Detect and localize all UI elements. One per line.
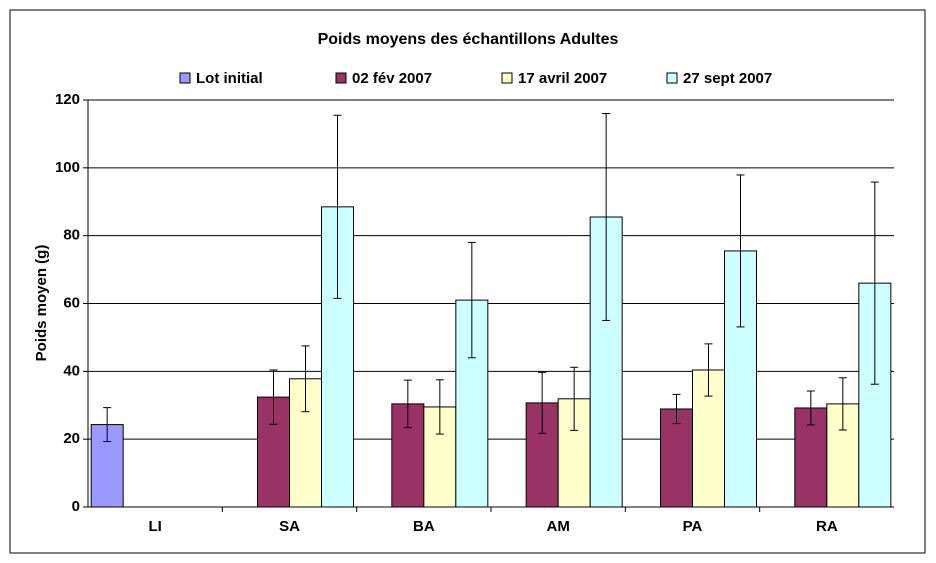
- legend-label: Lot initial: [196, 70, 263, 87]
- y-tick-label: 0: [72, 498, 80, 515]
- x-tick-label: AM: [547, 518, 570, 535]
- error-bar: [538, 371, 547, 434]
- legend-swatch: [335, 72, 347, 84]
- y-axis-label: Poids moyen (g): [33, 245, 50, 362]
- error-bar: [704, 343, 713, 397]
- y-tick-label: 40: [63, 362, 80, 379]
- error-bar: [301, 345, 310, 413]
- error-bar: [870, 181, 879, 385]
- error-bar: [838, 377, 847, 431]
- legend-swatch: [666, 72, 678, 84]
- y-tick-label: 20: [63, 430, 80, 447]
- x-tick-label: PA: [683, 518, 703, 535]
- y-tick-label: 60: [63, 294, 80, 311]
- error-bar: [103, 407, 112, 443]
- y-tick-label: 100: [55, 159, 80, 176]
- error-bar: [672, 393, 681, 425]
- error-bar: [806, 390, 815, 426]
- y-tick-label: 80: [63, 227, 80, 244]
- legend-swatch: [501, 72, 513, 84]
- error-bar: [333, 114, 342, 299]
- x-tick-label: RA: [816, 518, 838, 535]
- legend-label: 02 fév 2007: [352, 70, 432, 87]
- x-tick-label: BA: [413, 518, 435, 535]
- error-bar: [467, 241, 476, 359]
- error-bar: [403, 379, 412, 429]
- error-bar: [602, 113, 611, 321]
- error-bar: [269, 369, 278, 425]
- legend-swatch: [179, 72, 191, 84]
- legend-label: 17 avril 2007: [518, 70, 607, 87]
- chart-title: Poids moyens des échantillons Adultes: [318, 31, 619, 48]
- error-bar: [736, 174, 745, 328]
- legend-label: 27 sept 2007: [683, 70, 772, 87]
- error-bar: [570, 366, 579, 431]
- error-bar: [435, 379, 444, 435]
- x-tick-label: LI: [148, 518, 161, 535]
- y-tick-label: 120: [55, 91, 80, 108]
- x-tick-label: SA: [279, 518, 300, 535]
